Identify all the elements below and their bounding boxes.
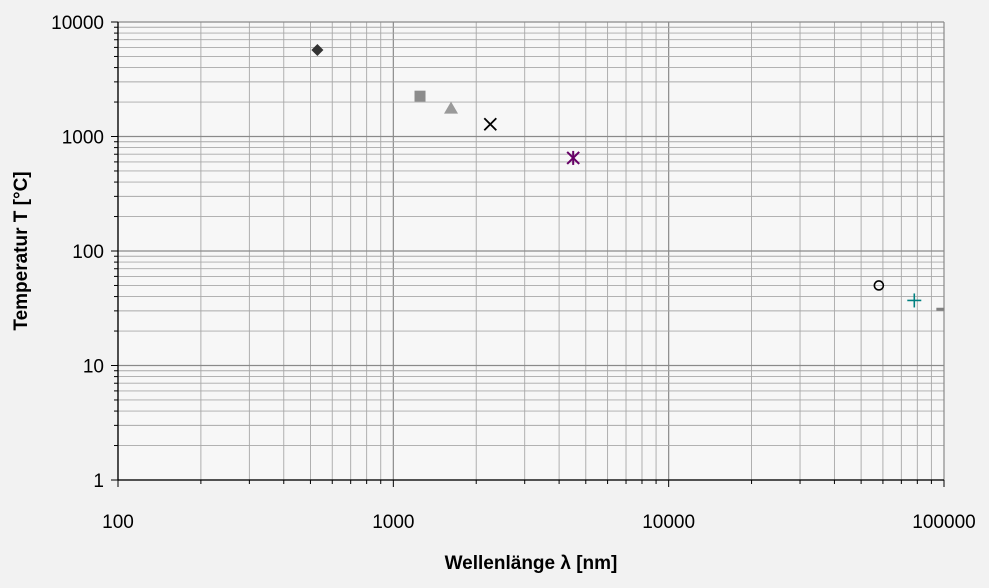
y-tick-label: 1000 (62, 128, 104, 149)
x-tick-label: 10000 (642, 512, 695, 533)
data-point-diamond (311, 43, 324, 56)
data-point-square (414, 90, 426, 102)
x-axis-title: Wellenlänge λ [nm] (445, 553, 618, 574)
y-tick-label: 1 (93, 471, 104, 492)
y-tick-label: 100 (72, 242, 104, 263)
tick-labels: 100 1000 10000 100000 1 10 100 1000 10000 (51, 13, 976, 533)
y-tick-label: 10 (83, 357, 104, 378)
data-point-circle (873, 280, 885, 291)
y-axis-title: Temperatur T [°C] (11, 171, 32, 330)
data-points (311, 43, 945, 311)
x-tick-label: 1000 (372, 512, 414, 533)
data-point-x (483, 117, 497, 131)
x-tick-label: 100000 (912, 512, 975, 533)
data-point-star (566, 150, 580, 165)
grid (117, 21, 945, 481)
y-tick-label: 10000 (51, 13, 104, 34)
axes (111, 21, 945, 487)
x-tick-label: 100 (102, 512, 134, 533)
data-point-plus (907, 293, 922, 308)
data-point-triangle (444, 101, 459, 114)
